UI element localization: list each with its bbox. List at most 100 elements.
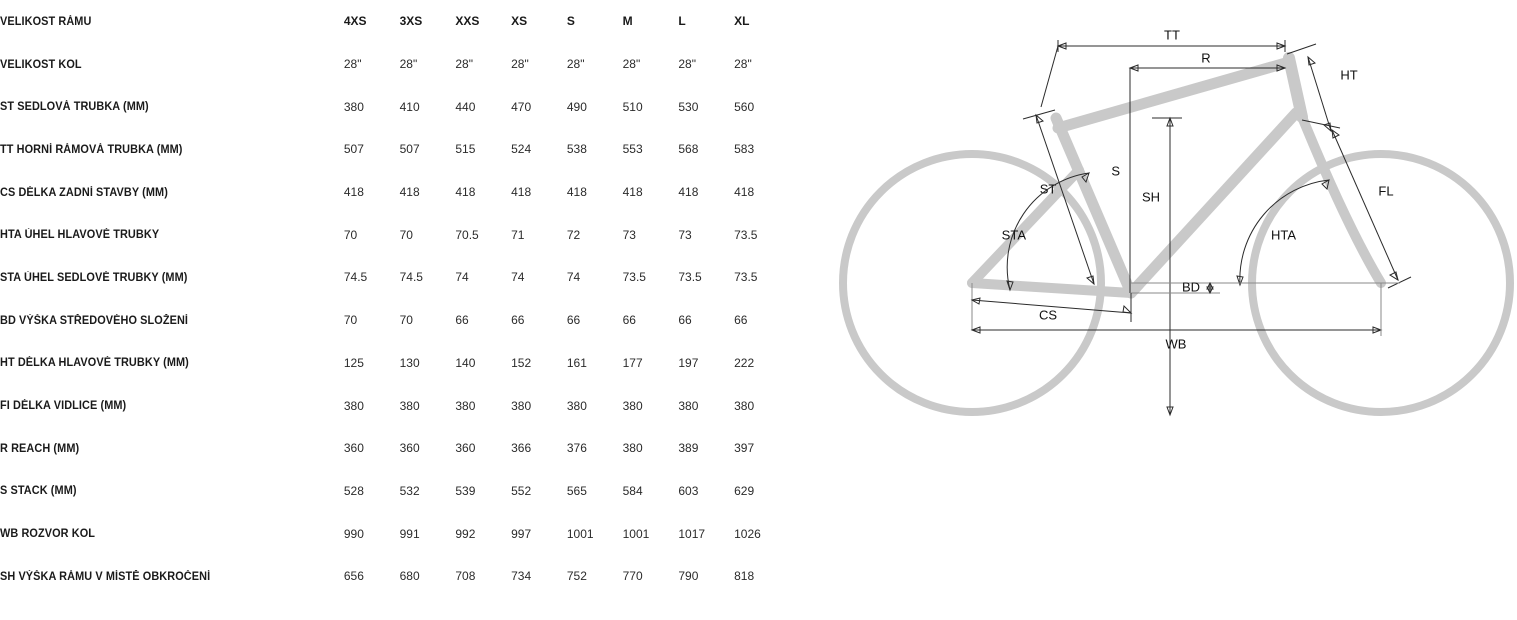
cell-xxs: 539 [455,483,476,498]
cell-3xs: 360 [399,441,420,456]
row-label: ST SEDLOVÁ TRUBKA (MM) [0,100,149,114]
cell-s: 376 [566,441,587,456]
geometry-table-container: VELIKOST RÁMU 4XS 3XS XXS XS S M L XL VE… [0,14,790,598]
cell-l: 603 [678,483,699,498]
cell-xs: 71 [511,227,525,242]
cell-l: 73.5 [678,270,702,285]
cell-xl: 397 [734,441,755,456]
row-label: SH VÝŠKA RÁMU V MÍSTĚ OBKROČENÍ [0,569,211,583]
cell-4xs: 380 [343,398,364,413]
label-cs: CS [1039,307,1057,322]
bicycle-geometry-diagram: TT R HT [800,0,1517,620]
row-label: HTA ÚHEL HLAVOVÉ TRUBKY [0,228,160,242]
cell-xl: 560 [734,99,755,114]
cell-l: 790 [678,569,699,584]
cell-l: 28" [678,57,696,72]
cell-4xs: 74.5 [343,270,368,285]
cell-4xs: 418 [343,185,364,200]
row-label: BD VÝŠKA STŘEDOVÉHO SLOŽENÍ [0,313,189,327]
cell-xl: 28" [734,57,752,72]
cell-m: 73.5 [622,270,646,285]
cell-xxs: 708 [455,569,476,584]
cell-xxs: 515 [455,142,476,157]
row-label: TT HORNÍ RÁMOVÁ TRUBKA (MM) [0,142,183,156]
cell-l: 197 [678,355,699,370]
table-row: R REACH (MM) 360 360 360 366 376 380 389 397 [0,427,790,470]
column-header-m: M [622,14,633,29]
cell-m: 177 [622,355,643,370]
cell-s: 538 [566,142,587,157]
cell-xxs: 74 [455,270,469,285]
rear-wheel [839,150,1105,416]
cell-xs: 470 [511,99,532,114]
cell-xxs: 140 [455,355,476,370]
cell-3xs: 28" [399,57,418,72]
cell-s: 72 [566,227,581,242]
row-label: STA ÚHEL SEDLOVÉ TRUBKY (MM) [0,270,188,284]
cell-xxs: 28" [455,57,473,72]
table-row: SH VÝŠKA RÁMU V MÍSTĚ OBKROČENÍ 656 680 708… [0,555,790,598]
table-header-label: VELIKOST RÁMU [0,14,92,28]
cell-3xs: 70 [399,313,413,328]
cell-xl: 818 [734,569,755,584]
column-header-xl: XL [734,14,750,29]
cell-3xs: 418 [399,185,420,200]
table-row: ST SEDLOVÁ TRUBKA (MM) 380 410 440 470 490 510… [0,85,790,128]
label-tt: TT [1164,27,1180,42]
label-ht: HT [1340,67,1357,82]
cell-s: 752 [566,569,587,584]
dimension-fl: FL [1331,128,1412,289]
row-label: R REACH (MM) [0,441,80,455]
cell-3xs: 70 [399,227,413,242]
dimension-tt: TT [1040,27,1287,108]
row-label: HT DÉLKA HLAVOVÉ TRUBKY (MM) [0,356,189,370]
cell-m: 553 [622,142,643,157]
cell-4xs: 28" [343,57,362,72]
cell-xl: 418 [734,185,755,200]
cell-m: 510 [622,99,643,114]
cell-4xs: 70 [343,313,358,328]
cell-xl: 66 [734,313,748,328]
fork [1295,107,1386,288]
column-header-3xs: 3XS [399,14,423,29]
cell-s: 418 [566,185,587,200]
table-row: CS DÉLKA ZADNÍ STAVBY (MM) 418 418 418 418 41… [0,171,790,214]
top-tube [1052,56,1295,134]
table-row: WB ROZVOR KOL 990 991 992 997 1001 1001 1017 102… [0,512,790,555]
row-label: VELIKOST KOL [0,57,82,71]
cell-m: 1001 [622,526,650,541]
cell-xxs: 66 [455,313,469,328]
cell-l: 568 [678,142,699,157]
cell-3xs: 680 [399,569,420,584]
cell-xl: 629 [734,483,755,498]
chain-stay [967,278,1136,298]
cell-xl: 222 [734,355,755,370]
cell-l: 380 [678,398,699,413]
cell-xxs: 70.5 [455,227,479,242]
table-row: HT DÉLKA HLAVOVÉ TRUBKY (MM) 125 130 140 152… [0,342,790,385]
cell-3xs: 380 [399,398,420,413]
label-s: S [1111,163,1120,178]
cell-xs: 997 [511,526,532,541]
cell-4xs: 656 [343,569,364,584]
cell-l: 66 [678,313,692,328]
cell-xxs: 380 [455,398,476,413]
cell-l: 1017 [678,526,706,541]
cell-s: 74 [566,270,581,285]
column-header-4xs: 4XS [343,14,367,29]
row-label: WB ROZVOR KOL [0,527,96,541]
cell-xs: 366 [511,441,532,456]
cell-xl: 73.5 [734,227,758,242]
cell-xs: 552 [511,483,532,498]
label-wb: WB [1166,336,1187,351]
cell-s: 66 [566,313,581,328]
cell-3xs: 532 [399,483,420,498]
cell-l: 389 [678,441,699,456]
cell-m: 380 [622,441,643,456]
label-sta: STA [1002,227,1027,242]
dimension-hta: HTA [1236,179,1330,287]
dimension-ht: HT [1286,43,1358,133]
cell-4xs: 380 [343,99,364,114]
cell-s: 565 [566,483,587,498]
